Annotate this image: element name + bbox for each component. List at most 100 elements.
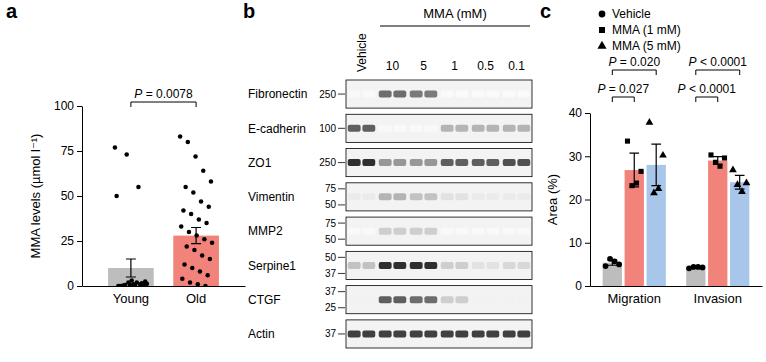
blot-frame (346, 320, 532, 348)
error-bar (607, 260, 617, 265)
data-point (189, 212, 194, 217)
blot-band (362, 159, 375, 166)
y-axis: 0 10 20 30 40 (569, 106, 591, 293)
blot-band (472, 330, 485, 337)
blot-band (424, 228, 437, 235)
blot-band (410, 228, 423, 235)
data-point (186, 140, 191, 145)
blot-band (379, 159, 392, 166)
axis-line (83, 286, 246, 287)
mw-marker: 37 (325, 328, 337, 339)
data-point (113, 145, 118, 150)
mw-marker: 100 (319, 123, 336, 134)
data-point (200, 253, 205, 258)
tick-label: 30 (569, 150, 583, 164)
blot-band (424, 159, 437, 166)
protein-label: E-cadherin (248, 122, 306, 136)
blot-panel: bVehicle10510.50.1MMA (mM)Fibronectin250… (243, 0, 532, 348)
blot-band (441, 228, 454, 235)
data-point (204, 221, 209, 226)
blot-band (517, 330, 530, 337)
mw-tick (338, 239, 345, 240)
blot-band (348, 330, 361, 337)
tick: Migration (608, 291, 661, 306)
chart-panel: a0255075100YoungOldMMA levels (µmol l⁻¹)… (6, 0, 246, 306)
blot-band (379, 330, 392, 337)
blot-band (410, 159, 423, 166)
tick-mark (585, 200, 590, 201)
bar (708, 161, 727, 286)
blot-frame (346, 80, 532, 108)
mw-tick (338, 128, 345, 129)
y-axis: 0255075100 (54, 99, 83, 293)
error-bar (126, 259, 136, 277)
blot-band (441, 262, 454, 269)
blot-band (348, 125, 361, 132)
blot-band (472, 193, 485, 200)
mw-tick (338, 307, 345, 308)
blot-band (517, 159, 530, 166)
blot-band (362, 262, 375, 269)
mw-marker: 50 (325, 199, 337, 210)
annotation: P = 0.027 (597, 82, 649, 96)
annotation: P < 0.0001 (689, 55, 748, 69)
data-point (743, 179, 751, 186)
data-point (145, 282, 150, 286)
blot-band (393, 296, 406, 303)
error-bar (191, 228, 201, 244)
blot-row: E-cadherin 100 (248, 114, 532, 142)
data-point (722, 155, 727, 160)
x-axis: MigrationInvasion (591, 287, 763, 307)
blot-band (424, 296, 437, 303)
tick-label: 10 (569, 236, 583, 250)
blot-band (379, 228, 392, 235)
blot-band (503, 330, 516, 337)
data-point (179, 224, 184, 229)
blot-band (441, 193, 454, 200)
tick-mark (585, 243, 590, 244)
data-point (183, 185, 188, 190)
blot-band (379, 193, 392, 200)
data-point (708, 152, 713, 157)
y-axis-title: MMA levels (µmol l⁻¹) (28, 134, 43, 259)
data-point (646, 118, 654, 125)
figure: a0255075100YoungOldMMA levels (µmol l⁻¹)… (0, 0, 766, 362)
blot-band (393, 159, 406, 166)
data-point (181, 208, 186, 213)
blot-band (424, 330, 437, 337)
tick-label: 0 (575, 279, 582, 293)
blot-band (486, 296, 499, 303)
error-bar (735, 175, 745, 189)
blot-band (517, 296, 530, 303)
significance-bracket (612, 70, 656, 75)
blot-band (410, 330, 423, 337)
blot-band (424, 91, 437, 98)
blot-band (486, 159, 499, 166)
protein-label: Fibronectin (248, 87, 307, 101)
blot-band (362, 193, 375, 200)
blot-band (393, 330, 406, 337)
chart-panel: c010203040MigrationInvasionArea (%)Vehic… (540, 0, 763, 306)
blot-band (362, 296, 375, 303)
blot-band (393, 91, 406, 98)
tick-label: 25 (61, 234, 75, 248)
legend-marker (599, 27, 605, 33)
tick: 40 (569, 106, 590, 120)
error-bar (713, 157, 723, 165)
tick-label: 40 (569, 106, 583, 120)
blot-frame (346, 286, 532, 314)
blot-band (517, 228, 530, 235)
data-point (180, 277, 185, 282)
blot-band (472, 159, 485, 166)
data-point (729, 166, 737, 173)
protein-label: Serpine1 (248, 259, 296, 273)
blot-band (503, 193, 516, 200)
tick: Young (113, 291, 149, 306)
error-bar (691, 267, 701, 268)
blot-band (424, 125, 437, 132)
tick: 20 (569, 193, 590, 207)
blot-band (455, 296, 468, 303)
tick-mark (585, 113, 590, 114)
annotation: P < 0.0001 (678, 82, 737, 96)
blot-band (379, 125, 392, 132)
